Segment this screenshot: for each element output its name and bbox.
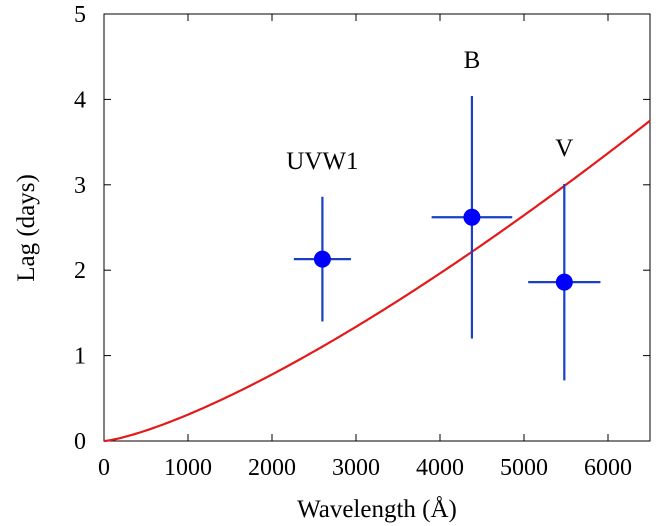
x-tick-label-0: 0 [98,455,110,481]
x-tick-label-4: 4000 [416,455,464,481]
x-tick-label-3: 3000 [332,455,380,481]
point-label-2: V [555,135,573,162]
y-tick-label-4: 4 [74,87,86,113]
point-marker-2 [555,273,573,291]
point-label-0: UVW1 [286,148,358,175]
axis-ticks [103,13,650,442]
x-tick-label-6: 6000 [584,455,632,481]
y-axis-label: Lag (days) [13,174,40,282]
point-label-1: B [464,47,481,74]
x-axis-label: Wavelength (Å) [297,496,457,523]
y-tick-label-2: 2 [74,258,86,284]
point-v: V [528,135,601,381]
y-tick-label-5: 5 [74,2,86,28]
x-tick-label-2: 2000 [248,455,296,481]
y-tick-label-3: 3 [74,173,86,199]
point-marker-0 [313,250,331,268]
point-b: B [431,47,513,339]
point-uvw1: UVW1 [286,148,359,322]
x-tick-label-5: 5000 [500,455,548,481]
model-curve [103,119,651,443]
y-tick-label-1: 1 [74,344,86,370]
tick-labels: 0 1000 2000 3000 4000 5000 6000 0 1 2 3 4 5 [74,2,632,481]
plot-frame [103,13,651,442]
point-marker-1 [463,208,481,226]
data-points: UVW1 B V [286,47,601,381]
y-tick-label-0: 0 [74,429,86,455]
x-tick-label-1: 1000 [164,455,212,481]
